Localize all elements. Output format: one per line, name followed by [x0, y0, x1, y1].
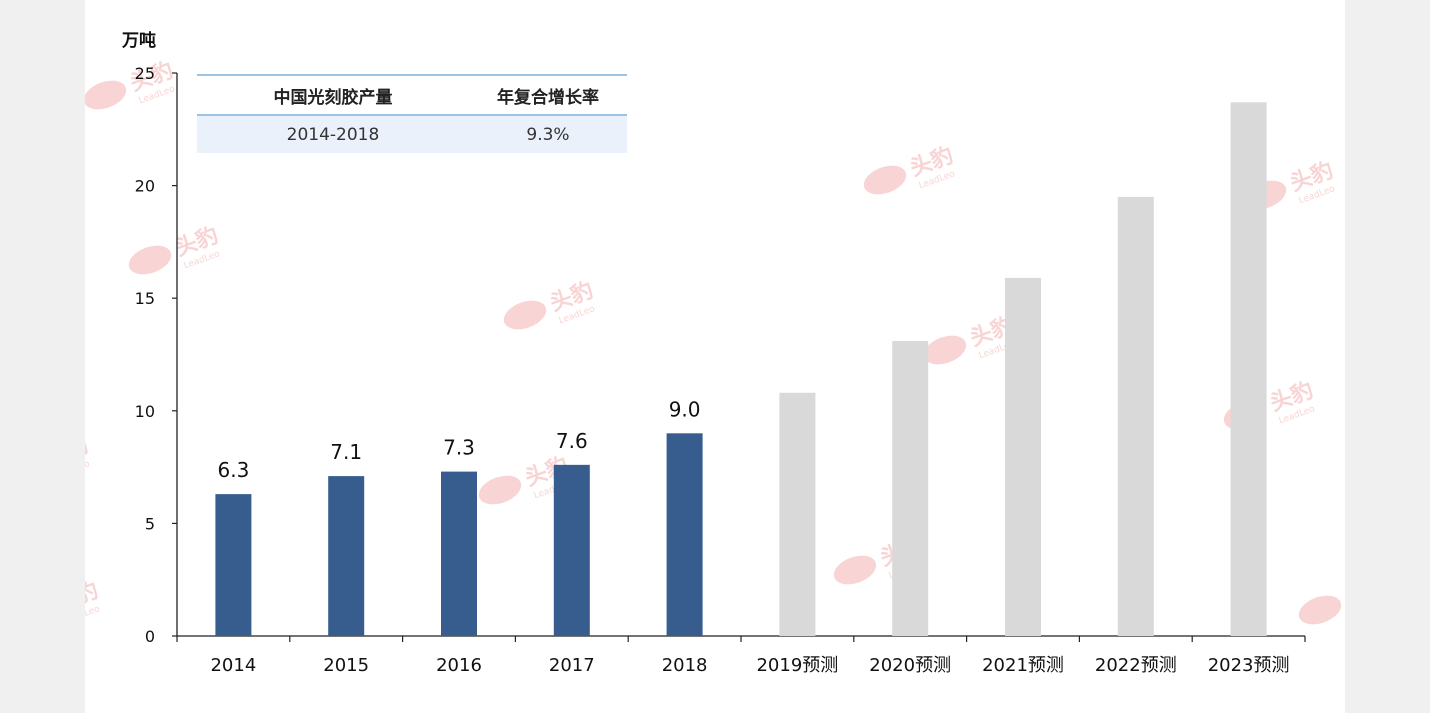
cagr-table-body-bg	[197, 115, 627, 153]
y-tick-label: 20	[135, 177, 155, 196]
bar-actual	[328, 476, 365, 636]
watermark-logo	[923, 335, 967, 365]
x-tick-label: 2016	[436, 655, 482, 676]
watermark-logo	[85, 80, 127, 110]
data-label: 7.1	[330, 440, 362, 464]
cagr-header-product: 中国光刻胶产量	[274, 87, 393, 108]
cagr-table: 中国光刻胶产量 年复合增长率 2014-2018 9.3%	[197, 74, 627, 153]
data-label: 6.3	[217, 458, 249, 482]
watermark-sub: LeadLeo	[85, 604, 102, 626]
watermark-logo	[478, 475, 522, 505]
x-tick-label: 2015	[323, 655, 369, 676]
data-labels: 6.3 7.1 7.3 7.6 9.0	[217, 397, 700, 482]
y-tick-label: 10	[135, 402, 155, 421]
x-tick-label: 2023预测	[1208, 655, 1290, 676]
data-label: 7.6	[556, 429, 588, 453]
bar-forecast	[1005, 277, 1041, 636]
data-label: 9.0	[669, 397, 701, 421]
bar-actual	[441, 471, 477, 636]
x-tick-label: 2019预测	[756, 655, 838, 676]
cagr-header-rate: 年复合增长率	[497, 87, 599, 108]
x-ticks: 2014 2015 2016 2017 2018 2019预测 2020预测 2021预测 20…	[176, 636, 1306, 676]
watermark-text: 头豹	[85, 432, 92, 471]
bar-actual	[215, 494, 252, 636]
watermark-text: 头豹	[1342, 572, 1345, 611]
x-tick-label: 2022预测	[1095, 655, 1177, 676]
watermark-logo	[128, 245, 172, 275]
watermark-sub: LeadLeo	[85, 459, 92, 481]
bar-forecast	[1230, 102, 1267, 636]
watermark-logo	[1298, 595, 1342, 625]
bar-forecast	[892, 340, 929, 636]
bar-actual	[666, 433, 703, 636]
y-tick-label: 0	[145, 627, 155, 646]
bar-chart: 头豹LeadLeo头豹LeadLeo头豹LeadLeo头豹LeadLeo头豹Le…	[85, 30, 1345, 676]
data-label: 7.3	[443, 436, 475, 460]
x-tick-label: 2020预测	[869, 655, 951, 676]
y-unit-label: 万吨	[121, 30, 156, 51]
bar-forecast	[1117, 196, 1154, 637]
bar-actual	[553, 464, 590, 636]
x-tick-label: 2014	[210, 655, 256, 676]
y-tick-label: 25	[135, 64, 155, 83]
y-tick-label: 15	[135, 289, 155, 308]
y-tick-label: 5	[145, 514, 155, 533]
x-tick-label: 2018	[662, 655, 708, 676]
cagr-cell-rate: 9.3%	[526, 125, 569, 145]
x-tick-label: 2017	[549, 655, 595, 676]
watermark-logo	[863, 165, 907, 195]
watermark-logo	[833, 555, 877, 585]
cagr-cell-period: 2014-2018	[287, 125, 380, 145]
chart-panel: 头豹 LeadLeo 头豹 LeadLeo 头豹 LeadLeo 头豹 LeadLeo 头豹 Le…	[85, 0, 1345, 713]
bar-forecast	[779, 392, 816, 636]
bars	[215, 102, 1267, 637]
watermark-logo	[503, 300, 547, 330]
x-tick-label: 2021预测	[982, 655, 1064, 676]
y-ticks: 0 5 10 15 20 25	[135, 64, 177, 646]
